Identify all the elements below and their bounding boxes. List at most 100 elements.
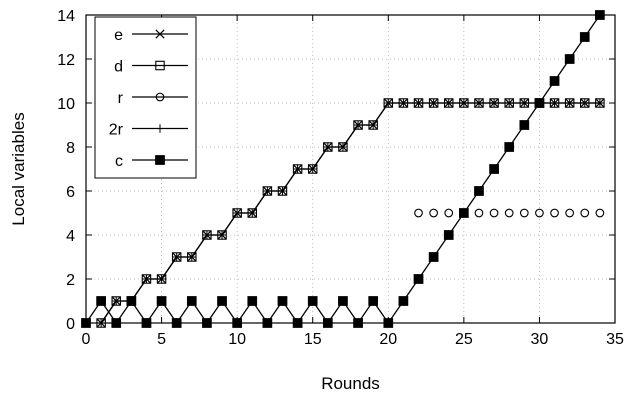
data-point-2r: [293, 164, 302, 174]
data-point-c: [186, 296, 197, 306]
data-point-2r: [187, 252, 196, 262]
x-tick-label: 25: [455, 331, 473, 348]
data-point-r: [474, 208, 484, 218]
data-point-c: [413, 274, 424, 284]
data-point-2r: [112, 296, 121, 306]
data-point-2r: [414, 98, 423, 108]
data-point-r: [580, 208, 590, 218]
data-point-c: [474, 186, 484, 196]
data-point-c: [519, 120, 530, 130]
plot-frame: [85, 14, 616, 324]
x-tick-label: 35: [606, 331, 624, 348]
data-point-r: [444, 208, 454, 218]
legend-label-d: d: [114, 59, 123, 76]
y-tick-label: 10: [57, 96, 75, 113]
x-tick-label: 5: [157, 331, 166, 348]
data-point-c: [338, 296, 348, 306]
legend-marker-2r: [155, 124, 165, 133]
data-point-c: [96, 296, 106, 306]
data-point-c: [368, 296, 379, 306]
data-point-r: [414, 208, 423, 218]
data-point-2r: [384, 98, 393, 108]
y-tick-label: 14: [57, 8, 75, 25]
legend-label-2r: 2r: [109, 122, 124, 139]
y-axis-ticks: 0 2 4 6 8 10 12 14: [57, 8, 615, 333]
data-point-r: [565, 208, 575, 218]
data-point-c: [489, 164, 499, 174]
legend-label-c: c: [115, 153, 123, 170]
data-point-2r: [444, 98, 453, 108]
data-point-c: [277, 296, 288, 306]
data-point-c: [247, 296, 258, 306]
data-point-r: [519, 208, 529, 218]
y-tick-label: 6: [66, 184, 75, 201]
data-point-c: [534, 98, 545, 108]
data-point-c: [579, 32, 590, 42]
x-tick-label: 0: [82, 331, 91, 348]
x-tick-label: 20: [379, 331, 397, 348]
data-point-2r: [263, 186, 272, 196]
x-tick-label: 15: [304, 331, 322, 348]
legend-label-r: r: [118, 90, 124, 107]
series-r: [414, 208, 605, 218]
data-point-r: [489, 208, 499, 218]
data-point-2r: [157, 274, 166, 284]
data-point-c: [398, 296, 409, 306]
data-point-2r: [338, 142, 348, 152]
legend-marker-e-stroke: [155, 29, 165, 39]
y-tick-label: 4: [66, 228, 75, 245]
data-point-2r: [429, 98, 438, 108]
data-point-r: [429, 208, 438, 218]
data-point-2r: [308, 164, 317, 174]
x-tick-label: 30: [531, 331, 549, 348]
y-tick-label: 0: [66, 316, 75, 333]
y-tick-label: 2: [66, 272, 75, 289]
data-point-2r: [278, 186, 287, 196]
data-point-2r: [550, 98, 559, 108]
x-axis-ticks: 0 5 10 15 20 25 30 35: [82, 15, 624, 348]
data-point-c: [428, 252, 439, 262]
data-point-2r: [580, 98, 589, 108]
data-point-2r: [565, 98, 574, 108]
data-point-c: [459, 208, 469, 218]
data-point-2r: [505, 98, 514, 108]
legend-marker-r: [155, 92, 165, 102]
legend-marker-e: [155, 29, 165, 39]
data-point-c: [443, 230, 454, 240]
data-point-r: [550, 208, 559, 218]
data-point-2r: [368, 120, 378, 130]
x-tick-label: 10: [228, 331, 246, 348]
data-point-2r: [459, 98, 469, 108]
y-tick-label: 12: [57, 52, 75, 69]
data-point-2r: [595, 98, 605, 108]
data-point-c: [504, 142, 515, 152]
data-point-r: [595, 208, 605, 218]
data-point-2r: [248, 208, 257, 218]
data-point-2r: [520, 98, 529, 108]
data-point-2r: [474, 98, 484, 108]
data-point-c: [549, 76, 560, 86]
data-point-c: [217, 296, 227, 306]
data-point-2r: [232, 208, 242, 218]
data-point-2r: [323, 142, 333, 152]
data-point-c: [126, 296, 137, 306]
data-point-2r: [142, 274, 151, 284]
y-axis-label: Local variables: [9, 112, 28, 225]
data-point-2r: [489, 98, 499, 108]
legend-label-e: e: [114, 27, 123, 44]
x-axis-label: Rounds: [321, 374, 380, 393]
data-point-2r: [172, 252, 181, 262]
legend-marker-c: [155, 155, 165, 165]
data-point-2r: [353, 120, 363, 130]
y-tick-label: 8: [66, 140, 75, 157]
legend-marker-d: [155, 60, 165, 71]
data-point-r: [535, 208, 544, 218]
data-point-c: [564, 54, 575, 64]
data-point-2r: [202, 230, 212, 240]
data-point-c: [307, 296, 318, 306]
data-point-c: [156, 296, 167, 306]
data-point-2r: [399, 98, 408, 108]
legend: edr 2r c: [94, 16, 197, 179]
data-point-2r: [217, 230, 227, 240]
